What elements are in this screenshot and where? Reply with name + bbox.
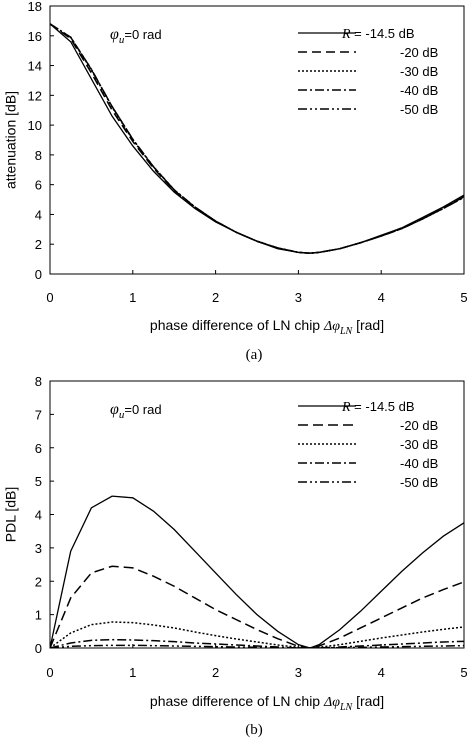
x-tick-label: 3 xyxy=(295,290,302,305)
series-line-20db xyxy=(50,23,464,254)
y-axis-label: attenuation [dB] xyxy=(3,91,19,189)
series-line-30db xyxy=(50,621,464,648)
annotation-symbol: φ xyxy=(110,26,119,43)
annotation-text: =0 rad xyxy=(124,27,161,42)
x-axis-label-unit: [rad] xyxy=(352,317,384,333)
legend-entry: -20 dB xyxy=(400,45,438,60)
series-line-14-5db xyxy=(50,495,464,648)
legend-label: -20 dB xyxy=(400,418,438,433)
y-tick-label: 8 xyxy=(35,374,42,389)
legend-entry: -40 dB xyxy=(400,83,438,98)
legend-label: -50 dB xyxy=(400,475,438,490)
figure-caption: (a) xyxy=(246,347,263,363)
x-axis-label-unit: [rad] xyxy=(352,693,384,709)
legend-r-symbol: R xyxy=(341,400,351,415)
y-tick-label: 12 xyxy=(28,88,42,103)
plot-frame xyxy=(49,5,465,275)
legend-label: -30 dB xyxy=(400,64,438,79)
figure-caption: (b) xyxy=(245,722,263,737)
y-tick-label: 10 xyxy=(28,118,42,133)
x-tick-label: 5 xyxy=(460,290,467,305)
x-axis-label-text: phase difference of LN chip xyxy=(150,317,324,333)
x-tick-label: 1 xyxy=(129,290,136,305)
legend-entry: -20 dB xyxy=(400,418,438,433)
series-line-50db xyxy=(50,23,464,254)
y-tick-label: 0 xyxy=(35,267,42,282)
x-tick-label: 0 xyxy=(46,290,53,305)
x-tick-label: 2 xyxy=(212,665,219,680)
legend-entry: -50 dB xyxy=(400,102,438,117)
phi-annotation: φu=0 rad xyxy=(110,26,162,46)
y-tick-label: 2 xyxy=(35,237,42,252)
x-axis-label-subscript: LN xyxy=(339,702,354,713)
y-tick-label: 6 xyxy=(35,178,42,193)
y-tick-label: 5 xyxy=(35,474,42,489)
annotation-subscript: u xyxy=(119,409,125,421)
legend-entry: R = -14.5 dB xyxy=(341,26,415,42)
y-tick-label: 4 xyxy=(35,207,42,222)
y-axis-label: PDL [dB] xyxy=(3,487,19,543)
legend-entry: -30 dB xyxy=(400,64,438,79)
series-line-20db xyxy=(50,565,464,648)
legend-label: -50 dB xyxy=(400,102,438,117)
legend-equals: = xyxy=(351,399,366,414)
chart-panel-b: 0 1 2 3 4 5 6 7 8 0 1 2 3 4 5 PDL [dB] phase difference … xyxy=(3,374,468,737)
annotation-text: =0 rad xyxy=(124,402,161,417)
legend-entry: -30 dB xyxy=(400,437,438,452)
x-axis-label-symbol: Δφ xyxy=(323,695,340,710)
x-tick-label: 5 xyxy=(460,665,467,680)
y-tick-label: 4 xyxy=(35,508,42,523)
y-tick-label: 18 xyxy=(28,0,42,14)
annotation-symbol: φ xyxy=(110,401,119,418)
y-tick-label: 1 xyxy=(35,608,42,623)
series-line-40db xyxy=(50,638,464,648)
legend-entry: -40 dB xyxy=(400,456,438,471)
y-tick-label: 16 xyxy=(28,29,42,44)
legend-equals: = xyxy=(351,26,366,41)
x-axis-label: phase difference of LN chip ΔφLN [rad] xyxy=(150,693,384,713)
x-tick-label: 0 xyxy=(46,665,53,680)
legend-label: -30 dB xyxy=(400,437,438,452)
y-tick-label: 14 xyxy=(28,59,42,74)
legend-entry: -50 dB xyxy=(400,475,438,490)
y-tick-label: 2 xyxy=(35,574,42,589)
legend-r-symbol: R xyxy=(341,27,351,42)
x-axis-label: phase difference of LN chip ΔφLN [rad] xyxy=(150,317,384,337)
y-tick-label: 3 xyxy=(35,541,42,556)
legend-label: -40 dB xyxy=(400,456,438,471)
legend-label: -20 dB xyxy=(400,45,438,60)
x-axis-label-symbol: Δφ xyxy=(323,319,340,334)
legend-label: -40 dB xyxy=(400,83,438,98)
x-tick-label: 4 xyxy=(378,290,385,305)
x-tick-label: 1 xyxy=(129,665,136,680)
x-tick-label: 2 xyxy=(212,290,219,305)
x-axis-label-text: phase difference of LN chip xyxy=(150,693,324,709)
x-tick-label: 4 xyxy=(378,665,385,680)
y-tick-label: 6 xyxy=(35,441,42,456)
x-tick-label: 3 xyxy=(295,665,302,680)
phi-annotation: φu=0 rad xyxy=(110,401,162,421)
y-tick-label: 7 xyxy=(35,407,42,422)
x-axis-label-subscript: LN xyxy=(339,326,354,337)
legend-entry: R = -14.5 dB xyxy=(341,399,415,415)
annotation-subscript: u xyxy=(119,34,125,46)
y-tick-label: 8 xyxy=(35,148,42,163)
series-line-50db xyxy=(50,644,464,648)
legend-label: -14.5 dB xyxy=(365,26,414,41)
y-tick-label: 0 xyxy=(35,641,42,656)
legend-label: -14.5 dB xyxy=(365,399,414,414)
